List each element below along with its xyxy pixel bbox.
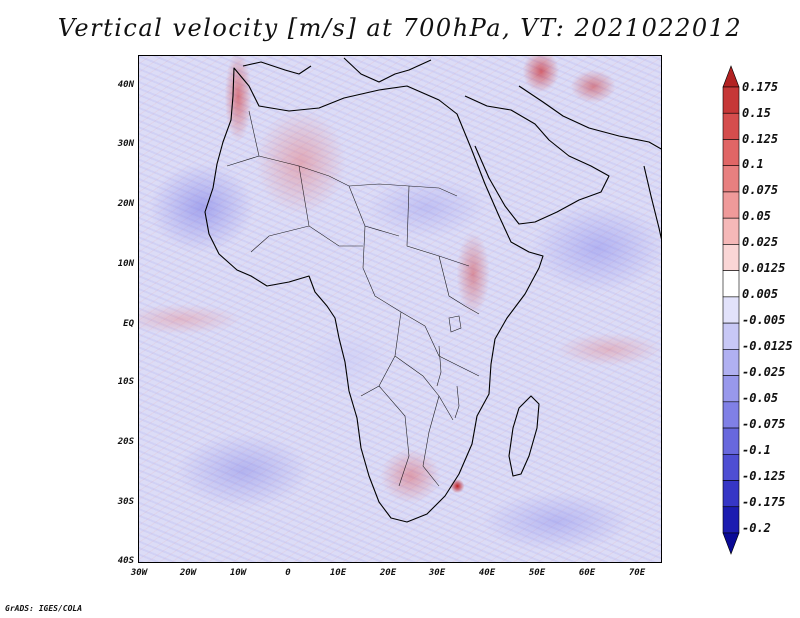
colorbar-label: -0.0125: [742, 339, 793, 353]
colorbar-label: -0.2: [742, 521, 771, 535]
colorbar-label: 0.05: [742, 209, 771, 223]
colorbar-segment: [722, 296, 740, 324]
chart-title: Vertical velocity [m/s] at 700hPa, VT: 2…: [57, 14, 743, 42]
lon-label-30e: 30E: [428, 568, 446, 578]
colorbar-label: -0.1: [742, 443, 771, 457]
colorbar-segment: [722, 244, 740, 271]
lat-label-10n: 10N: [117, 259, 134, 269]
coastline-overlay: [204, 57, 661, 523]
lon-label-20e: 20E: [379, 568, 397, 578]
lat-label-20n: 20N: [117, 199, 134, 209]
colorbar-segment: [722, 480, 740, 508]
lon-label-0: 0: [285, 568, 291, 578]
colorbar-label: 0.0125: [742, 261, 786, 275]
iran-coastline: [518, 85, 661, 150]
colorbar-segment: [722, 191, 740, 219]
colorbar-segment: [722, 375, 740, 403]
colorbar-segment: [722, 401, 740, 429]
colorbar-label: -0.075: [742, 417, 786, 431]
colorbar-label: 0.1: [742, 157, 764, 171]
colorbar-segment: [722, 65, 740, 88]
colorbar-segment: [722, 139, 740, 167]
lat-label-20s: 20S: [117, 437, 134, 447]
colorbar-label: -0.125: [742, 469, 786, 483]
colorbar-segment: [722, 532, 740, 555]
colorbar-segment: [722, 217, 740, 245]
lon-label-10w: 10W: [229, 568, 247, 578]
lon-label-10e: 10E: [329, 568, 347, 578]
lon-label-30w: 30W: [130, 568, 148, 578]
lat-label-30s: 30S: [117, 497, 134, 507]
grads-credit: GrADS: IGES/COLA: [5, 604, 83, 613]
colorbar-label: -0.175: [742, 495, 786, 509]
colorbar-label: -0.05: [742, 391, 779, 405]
colorbar-segment: [722, 322, 740, 350]
lake-victoria: [448, 315, 462, 333]
lon-label-50e: 50E: [528, 568, 546, 578]
colorbar-segment: [722, 86, 740, 114]
colorbar-segment: [722, 165, 740, 193]
lon-label-20w: 20W: [179, 568, 197, 578]
colorbar-label: 0.15: [742, 106, 771, 120]
colorbar-label: 0.075: [742, 183, 779, 197]
africa-coastline: [204, 67, 544, 523]
lat-label-10s: 10S: [117, 377, 134, 387]
lake-tanganyika: [436, 345, 442, 387]
colorbar-label: -0.025: [742, 365, 786, 379]
colorbar-label: 0.125: [742, 132, 779, 146]
colorbar-segment: [722, 427, 740, 455]
madagascar-coastline: [508, 395, 540, 477]
lat-label-40s: 40S: [117, 556, 134, 566]
lat-label-30n: 30N: [117, 139, 134, 149]
lon-label-70e: 70E: [628, 568, 646, 578]
lon-label-40e: 40E: [478, 568, 496, 578]
india-coastline: [643, 165, 661, 240]
colorbar-label: 0.005: [742, 287, 779, 301]
colorbar: [722, 65, 740, 555]
colorbar-label: -0.005: [742, 313, 786, 327]
lat-label-eq: EQ: [123, 319, 134, 329]
lake-malawi: [454, 385, 460, 419]
colorbar-segment: [722, 270, 740, 298]
map-plot-area: [138, 55, 662, 563]
colorbar-segment: [722, 506, 740, 534]
lat-label-40n: 40N: [117, 80, 134, 90]
country-borders: [226, 110, 480, 487]
colorbar-label: 0.025: [742, 235, 779, 249]
lon-label-60e: 60E: [578, 568, 596, 578]
colorbar-label: 0.175: [742, 80, 779, 94]
europe-coastline: [242, 57, 432, 83]
arabia-coastline: [464, 95, 610, 225]
colorbar-segment: [722, 453, 740, 481]
colorbar-segment: [722, 112, 740, 140]
colorbar-segment: [722, 349, 740, 376]
